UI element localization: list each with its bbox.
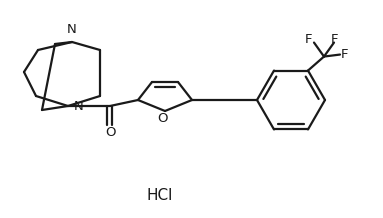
Text: O: O: [105, 126, 115, 138]
Text: F: F: [331, 33, 339, 46]
Text: N: N: [67, 23, 77, 36]
Text: O: O: [158, 111, 168, 124]
Text: F: F: [305, 33, 313, 46]
Text: F: F: [341, 48, 349, 61]
Text: HCl: HCl: [147, 189, 173, 203]
Text: N: N: [74, 99, 84, 112]
